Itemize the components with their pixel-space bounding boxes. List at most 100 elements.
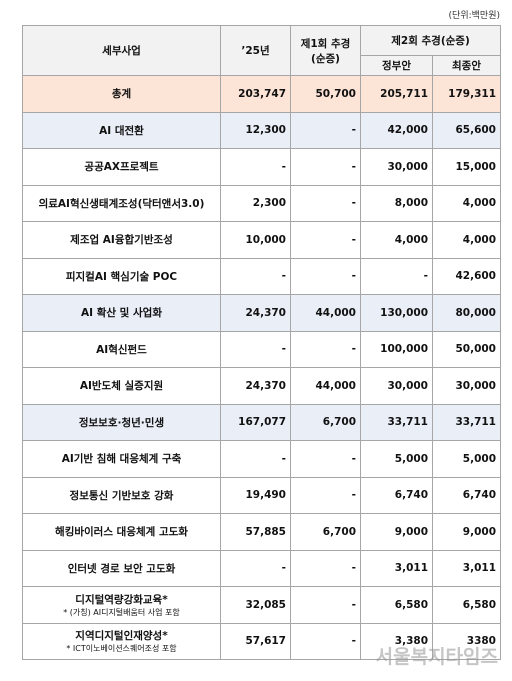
- table-row: 피지컬AI 핵심기술 POC - - -42,600: [22, 257, 501, 295]
- item-name: 의료AI혁신생태계조성(닥터앤서3.0): [38, 197, 205, 210]
- item-name: 총계: [111, 88, 132, 101]
- item-name: AI혁신펀드: [96, 343, 147, 356]
- item-name-cell: 디지털역량강화교육* * (가칭) AI디지털배움터 사업 포함: [22, 586, 221, 624]
- header-cell: 제1회 추경 (순증): [290, 25, 361, 76]
- item-name-cell: AI혁신펀드: [22, 330, 221, 368]
- amount-cell: 10,000: [220, 221, 291, 259]
- amount-cell: 30,000: [360, 148, 433, 186]
- item-name: AI 확산 및 사업화: [81, 307, 162, 320]
- amount-cell: 8,000: [360, 184, 433, 222]
- amount-cell: 50,700: [290, 75, 361, 113]
- item-name-cell: 공공AX프로젝트: [22, 148, 221, 186]
- item-name: 공공AX프로젝트: [84, 161, 159, 174]
- amount-cell: 24,370: [220, 367, 291, 405]
- table-row: 지역디지털인재양성* * ICT이노베이션스퀘어조성 포함 57,617-3,380…: [22, 622, 501, 660]
- table-row: AI반도체 실증지원 24,370 44,000 30,000 30,000: [22, 367, 501, 405]
- item-name: AI기반 침해 대응체계 구축: [61, 453, 182, 466]
- amount-cell: 42,000: [360, 111, 433, 149]
- item-name: 제조업 AI융합기반조성: [70, 234, 173, 247]
- amount-cell: 6,740: [432, 476, 501, 514]
- item-name-cell: 정보보호·청년·민생: [22, 403, 221, 441]
- amount-cell: 100,000: [360, 330, 433, 368]
- amount-cell: -: [220, 549, 291, 587]
- table-row: 정보통신 기반보호 강화 19,490-6,740 6,740: [22, 476, 501, 514]
- amount-cell: 4,000: [432, 184, 501, 222]
- amount-cell: 5,000: [360, 440, 433, 478]
- table-row: 해킹바이러스 대응체계 고도화 57,885 6,700 9,000 9,000: [22, 513, 501, 551]
- amount-cell: 44,000: [290, 294, 361, 332]
- header-row: 정부안 최종안: [23, 55, 501, 76]
- amount-cell: -: [290, 148, 361, 186]
- amount-cell: -: [290, 476, 361, 514]
- header-cell: 제2회 추경(순증): [360, 25, 501, 56]
- amount-cell: 32,085: [220, 586, 291, 624]
- header-cell: 최종안: [432, 55, 501, 76]
- header-cell: 정부안: [360, 55, 433, 76]
- amount-cell: 6,700: [290, 513, 361, 551]
- header-cell: 세부사업: [22, 25, 221, 76]
- header-cell: ’25년: [220, 25, 291, 76]
- amount-cell: 57,617: [220, 622, 291, 660]
- amount-cell: -: [360, 257, 433, 295]
- amount-cell: -: [220, 330, 291, 368]
- amount-cell: 30,000: [360, 367, 433, 405]
- amount-cell: -: [290, 184, 361, 222]
- amount-cell: 57,885: [220, 513, 291, 551]
- table-row: 정보보호·청년·민생 167,077 6,700 33,711 33,711: [22, 403, 501, 441]
- amount-cell: -: [290, 111, 361, 149]
- amount-cell: 205,711: [360, 75, 433, 113]
- item-name-cell: 정보통신 기반보호 강화: [22, 476, 221, 514]
- amount-cell: 44,000: [290, 367, 361, 405]
- table-row: 공공AX프로젝트 - -30,000 15,000: [22, 148, 501, 186]
- amount-cell: 6,700: [290, 403, 361, 441]
- watermark: 서울복지타임즈: [375, 646, 498, 668]
- table-row: AI혁신펀드 - -100,000 50,000: [22, 330, 501, 368]
- item-name-cell: 의료AI혁신생태계조성(닥터앤서3.0): [22, 184, 221, 222]
- table-row: AI 대전환 12,300-42,000 65,600: [22, 111, 501, 149]
- amount-cell: 6,580: [432, 586, 501, 624]
- table-row: AI 확산 및 사업화 24,370 44,000 130,000 80,000: [22, 294, 501, 332]
- amount-cell: -: [290, 586, 361, 624]
- amount-cell: -: [220, 257, 291, 295]
- table-row: 제조업 AI융합기반조성 10,000-4,000 4,000: [22, 221, 501, 259]
- item-name: 정보보호·청년·민생: [78, 416, 165, 429]
- table-row: 총계 203,747 50,700 205,711 179,311: [22, 75, 501, 113]
- amount-cell: 33,711: [432, 403, 501, 441]
- amount-cell: -: [290, 549, 361, 587]
- amount-cell: 6,580: [360, 586, 433, 624]
- amount-cell: 3,011: [360, 549, 433, 587]
- item-note: * (가칭) AI디지털배움터 사업 포함: [63, 607, 180, 617]
- amount-cell: 5,000: [432, 440, 501, 478]
- amount-cell: 30,000: [432, 367, 501, 405]
- header-row: 세부사업 ’25년 제1회 추경 (순증) 제2회 추경(순증): [22, 25, 501, 76]
- item-name: 인터넷 경로 보안 고도화: [67, 562, 176, 575]
- amount-cell: 203,747: [220, 75, 291, 113]
- amount-cell: 9,000: [360, 513, 433, 551]
- item-name-cell: 총계: [22, 75, 221, 113]
- table-row: 의료AI혁신생태계조성(닥터앤서3.0) 2,300-8,000 4,000: [22, 184, 501, 222]
- header-text: (순증): [311, 52, 340, 65]
- item-name: AI반도체 실증지원: [79, 380, 164, 393]
- amount-cell: 80,000: [432, 294, 501, 332]
- table-body: 총계 203,747 50,700 205,711 179,311 AI 대전환 12,30…: [22, 75, 501, 660]
- amount-cell: 65,600: [432, 111, 501, 149]
- amount-cell: 6,740: [360, 476, 433, 514]
- item-name: 디지털역량강화교육*: [75, 593, 168, 606]
- amount-cell: -: [290, 221, 361, 259]
- unit-label: (단위:백만원): [448, 11, 500, 21]
- item-name-cell: AI 확산 및 사업화: [22, 294, 221, 332]
- amount-cell: 2,300: [220, 184, 291, 222]
- item-name-cell: 제조업 AI융합기반조성: [22, 221, 221, 259]
- item-name-cell: AI 대전환: [22, 111, 221, 149]
- amount-cell: 24,370: [220, 294, 291, 332]
- amount-cell: 50,000: [432, 330, 501, 368]
- amount-cell: 42,600: [432, 257, 501, 295]
- item-name-cell: AI기반 침해 대응체계 구축: [22, 440, 221, 478]
- item-name: 지역디지털인재양성*: [75, 630, 168, 643]
- table-row: 인터넷 경로 보안 고도화 - -3,011 3,011: [22, 549, 501, 587]
- amount-cell: 130,000: [360, 294, 433, 332]
- amount-cell: 9,000: [432, 513, 501, 551]
- amount-cell: 4,000: [432, 221, 501, 259]
- item-name: 정보통신 기반보호 강화: [69, 489, 174, 502]
